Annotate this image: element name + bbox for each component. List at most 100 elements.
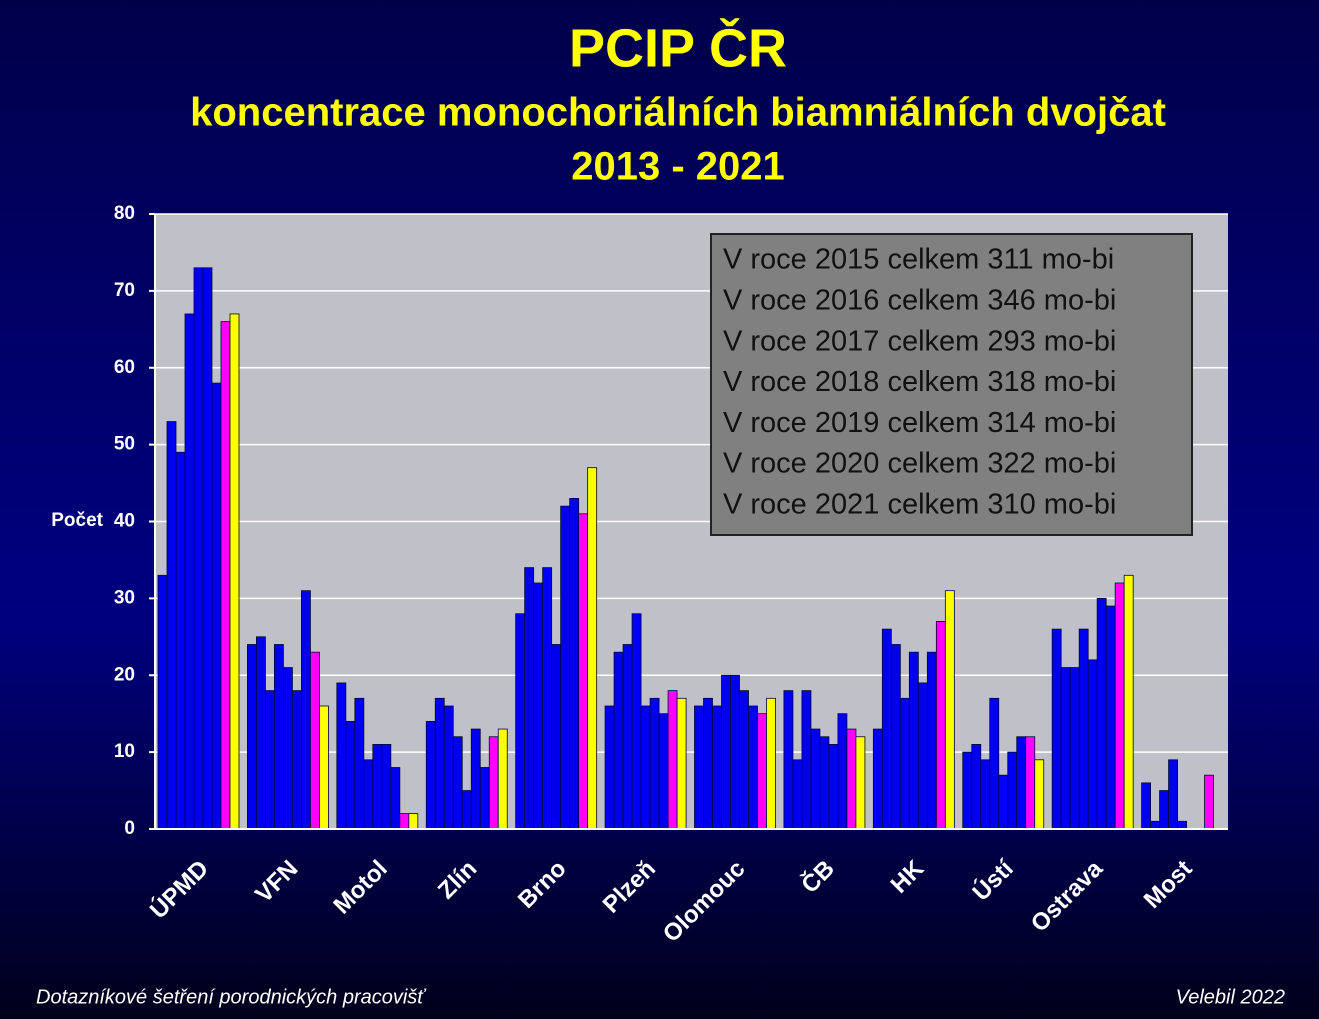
bar bbox=[470, 728, 481, 830]
bar bbox=[613, 651, 624, 830]
bar bbox=[256, 636, 266, 830]
annotation-line: V roce 2017 celkem 293 mo-bi bbox=[723, 325, 1116, 357]
bar bbox=[819, 736, 830, 830]
bar bbox=[694, 705, 704, 830]
bar bbox=[908, 651, 919, 830]
credit: Velebil 2022 bbox=[1176, 986, 1285, 1008]
y-tick-label: 0 bbox=[124, 818, 135, 839]
bar bbox=[443, 705, 454, 830]
annotation-line: V roce 2016 celkem 346 mo-bi bbox=[723, 284, 1116, 316]
bar bbox=[452, 736, 463, 830]
bar bbox=[971, 744, 982, 830]
annotation-line: V roce 2019 celkem 314 mo-bi bbox=[723, 407, 1116, 439]
bar bbox=[587, 467, 598, 830]
annotation-box bbox=[710, 233, 1193, 536]
bar bbox=[1034, 759, 1045, 830]
bar bbox=[265, 690, 275, 830]
bar bbox=[515, 613, 526, 830]
bar bbox=[211, 382, 222, 830]
chart-subtitle: koncentrace monochoriálních biamniálních… bbox=[190, 91, 1166, 135]
bar bbox=[1016, 736, 1027, 830]
bar bbox=[828, 744, 839, 830]
y-tick-label: 70 bbox=[114, 280, 135, 301]
bar bbox=[202, 267, 213, 830]
bar bbox=[730, 674, 740, 830]
bar bbox=[408, 813, 419, 830]
bar bbox=[1025, 736, 1036, 830]
bar bbox=[855, 736, 866, 830]
bar bbox=[354, 697, 365, 830]
bar bbox=[1141, 782, 1151, 830]
bar bbox=[497, 728, 508, 830]
y-tick-label: 80 bbox=[114, 203, 135, 224]
y-tick-label: 30 bbox=[114, 587, 135, 608]
bar bbox=[292, 690, 302, 830]
bar bbox=[578, 513, 589, 830]
bar bbox=[712, 705, 722, 830]
bar bbox=[1204, 774, 1214, 830]
bar bbox=[1051, 628, 1062, 830]
bar bbox=[748, 705, 758, 830]
y-tick-label: 20 bbox=[114, 664, 135, 685]
bar bbox=[193, 267, 204, 830]
bar bbox=[399, 813, 410, 830]
bar bbox=[157, 574, 168, 830]
bar bbox=[757, 713, 767, 830]
bar bbox=[980, 759, 991, 830]
bar bbox=[274, 644, 284, 830]
bar bbox=[766, 697, 776, 830]
bar bbox=[310, 651, 320, 830]
bar bbox=[175, 451, 186, 830]
bar bbox=[301, 590, 311, 830]
bar bbox=[542, 567, 553, 830]
bar bbox=[524, 567, 535, 830]
bar bbox=[166, 421, 177, 830]
bar bbox=[345, 720, 356, 830]
bar bbox=[998, 774, 1009, 830]
bar bbox=[1159, 790, 1169, 830]
bar bbox=[425, 720, 436, 830]
bar bbox=[1114, 582, 1125, 830]
annotation-line: V roce 2015 celkem 311 mo-bi bbox=[723, 244, 1114, 276]
bar bbox=[667, 690, 678, 830]
bar bbox=[319, 705, 329, 830]
bar bbox=[1168, 759, 1178, 830]
bar bbox=[676, 697, 687, 830]
bar bbox=[434, 697, 445, 830]
bar bbox=[372, 744, 383, 830]
bar bbox=[479, 767, 490, 830]
bar bbox=[649, 697, 660, 830]
bar bbox=[837, 713, 848, 830]
bar bbox=[962, 751, 973, 830]
bar bbox=[792, 759, 803, 830]
bar bbox=[247, 644, 257, 830]
bar bbox=[926, 651, 937, 830]
bar bbox=[739, 690, 749, 830]
bar bbox=[783, 690, 794, 830]
bar bbox=[1078, 628, 1089, 830]
y-tick-label: 10 bbox=[114, 741, 135, 762]
bar bbox=[703, 697, 713, 830]
bar bbox=[1177, 820, 1187, 830]
bar bbox=[890, 644, 901, 830]
annotation-line: V roce 2018 celkem 318 mo-bi bbox=[723, 366, 1116, 398]
bar bbox=[944, 590, 955, 830]
bar bbox=[1007, 751, 1018, 830]
bar bbox=[560, 505, 571, 830]
bar bbox=[1060, 667, 1071, 830]
y-tick-label: 60 bbox=[114, 357, 135, 378]
bar bbox=[881, 628, 892, 830]
bar bbox=[640, 705, 651, 830]
bar bbox=[390, 767, 401, 830]
bar bbox=[363, 759, 374, 830]
bar bbox=[1069, 667, 1080, 830]
bar bbox=[283, 667, 293, 830]
bar bbox=[810, 728, 821, 830]
bar bbox=[184, 313, 195, 830]
bar bbox=[381, 744, 392, 830]
y-tick-label: 50 bbox=[114, 434, 135, 455]
bar bbox=[801, 690, 812, 830]
bar bbox=[721, 674, 731, 830]
bar bbox=[336, 682, 347, 830]
chart-title: PCIP ČR bbox=[569, 17, 787, 78]
